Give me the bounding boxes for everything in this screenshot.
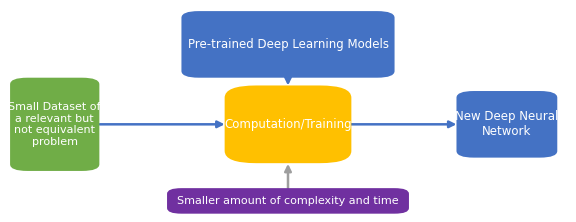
FancyBboxPatch shape <box>167 188 409 214</box>
Text: Pre-trained Deep Learning Models: Pre-trained Deep Learning Models <box>188 38 388 51</box>
Text: Smaller amount of complexity and time: Smaller amount of complexity and time <box>177 196 399 206</box>
FancyBboxPatch shape <box>10 78 99 171</box>
FancyBboxPatch shape <box>225 85 351 163</box>
FancyBboxPatch shape <box>456 91 557 158</box>
Text: Small Dataset of
a relevant but
not equivalent
problem: Small Dataset of a relevant but not equi… <box>9 102 101 147</box>
Text: New Deep Neural
Network: New Deep Neural Network <box>455 110 559 138</box>
FancyBboxPatch shape <box>181 11 395 78</box>
Text: Computation/Training: Computation/Training <box>224 118 352 131</box>
